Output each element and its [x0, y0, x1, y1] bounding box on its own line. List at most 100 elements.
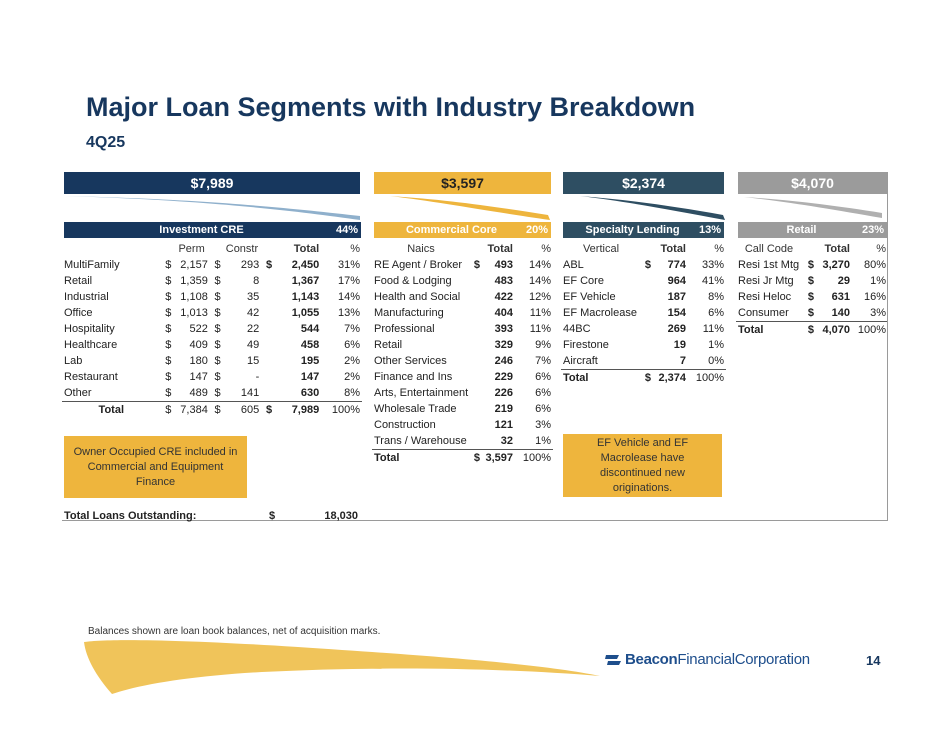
row-label: EF Vehicle	[563, 291, 616, 303]
table-row: Professional 393 11%	[372, 321, 553, 337]
dollar-sign: $	[165, 404, 172, 416]
table-row: Food & Lodging 483 14%	[372, 273, 553, 289]
header-cell: Total	[487, 243, 513, 255]
row-label: Professional	[374, 323, 435, 335]
row-label: Retail	[374, 339, 403, 351]
total-value: 774	[667, 259, 686, 271]
header-cell: Naics	[407, 243, 435, 255]
pct-value: 31%	[337, 259, 360, 271]
constr-value: 141	[222, 385, 262, 402]
table-row: Industrial $1,108 $35 1,143 14%	[62, 289, 362, 305]
footer-swoosh-shape	[84, 640, 600, 694]
pct-value: 14%	[337, 291, 360, 303]
dollar-sign: $	[802, 305, 816, 322]
pct-value: 8%	[321, 385, 362, 402]
pct-value: 1%	[870, 275, 886, 287]
retail-section-pct: 23%	[861, 224, 884, 236]
row-label: Resi 1st Mtg	[738, 259, 800, 271]
row-label: RE Agent / Broker	[374, 259, 463, 271]
spacer	[261, 273, 274, 289]
row-label: Lab	[64, 355, 83, 367]
specialty-section-name: Specialty Lending	[585, 224, 680, 236]
dollar-sign: $	[214, 275, 221, 287]
total-value: 404	[494, 307, 513, 319]
row-label: Consumer	[736, 305, 802, 322]
dollar-sign: $	[473, 259, 480, 271]
row-label: Total	[98, 404, 125, 416]
table-row: EF Core 964 41%	[561, 273, 726, 289]
retail-swoosh	[744, 197, 882, 218]
company-logo: Beacon FinancialCorporation	[605, 651, 810, 668]
header-cell: Total	[293, 243, 320, 255]
total-value: 19	[673, 339, 686, 351]
dollar-sign: $	[214, 259, 221, 271]
header-cell	[470, 241, 482, 257]
constr-value: 293	[240, 259, 260, 271]
perm-value: 409	[189, 339, 208, 351]
pct-value: 11%	[529, 307, 551, 319]
ef-vehicle-note: EF Vehicle and EF Macrolease have discon…	[563, 434, 722, 497]
total-value: 458	[300, 339, 320, 351]
header-cell: Vertical	[582, 243, 620, 255]
spacer	[641, 273, 653, 289]
dollar-sign: $	[209, 385, 223, 402]
table-row: Resi 1st Mtg $3,270 80%	[736, 257, 888, 273]
table-row: Restaurant $147 $ - 147 2%	[62, 369, 362, 385]
constr-value: 605	[240, 404, 260, 416]
total-value: 121	[494, 419, 513, 431]
table-total-row: Total $4,070 100%	[736, 322, 888, 339]
perm-value: 1,359	[180, 275, 208, 287]
row-label: Health and Social	[374, 291, 461, 303]
commercial-section-header: Commercial Core 20%	[374, 222, 551, 238]
owner-occupied-note: Owner Occupied CRE included in Commercia…	[64, 436, 247, 498]
row-label: Industrial	[64, 291, 109, 303]
perm-value: 7,384	[180, 404, 208, 416]
header-cell	[161, 241, 174, 257]
pct-value: 0%	[688, 353, 726, 370]
cre-section-header: Investment CRE 44%	[64, 222, 361, 238]
table-row: Arts, Entertainment 226 6%	[372, 385, 553, 401]
table-row: Hospitality $522 $22 544 7%	[62, 321, 362, 337]
table-row: Health and Social 422 12%	[372, 289, 553, 305]
row-label: Arts, Entertainment	[374, 387, 469, 399]
spacer	[470, 401, 482, 417]
table-total-row: Total $2,374 100%	[561, 370, 726, 387]
header-cell: Total	[824, 243, 850, 255]
pct-value: 6%	[535, 387, 551, 399]
total-value: 246	[494, 355, 513, 367]
decorative-swooshes	[64, 196, 882, 220]
total-value: 140	[816, 305, 852, 322]
total-value: 195	[300, 355, 320, 367]
spacer	[470, 385, 482, 401]
spacer	[470, 337, 482, 353]
table-row: Construction 121 3%	[372, 417, 553, 433]
row-label: Other	[62, 385, 161, 402]
header-cell	[641, 241, 653, 257]
pct-value: 6%	[535, 403, 551, 415]
table-row: Resi Jr Mtg $29 1%	[736, 273, 888, 289]
total-value: 147	[300, 371, 320, 383]
row-label: Restaurant	[64, 371, 118, 383]
dollar-sign: $	[473, 452, 480, 464]
pct-value: 3%	[535, 419, 551, 431]
pct-value: 11%	[702, 323, 724, 335]
retail-section-name: Retail	[786, 224, 817, 236]
table-row: Aircraft 7 0%	[561, 353, 726, 370]
dollar-sign: $	[214, 323, 221, 335]
constr-value: 8	[253, 275, 260, 287]
dollar-sign: $	[214, 404, 221, 416]
pct-value: 100%	[331, 404, 360, 416]
header-cell: Perm	[178, 243, 205, 255]
dollar-sign: $	[214, 291, 221, 303]
table-header-row: Call Code Total%	[736, 241, 888, 257]
header-cell: Total	[660, 243, 686, 255]
pct-value: 6%	[344, 339, 360, 351]
total-value: 393	[494, 323, 513, 335]
row-label: Retail	[64, 275, 93, 287]
total-value: 2,374	[658, 372, 686, 384]
pct-value: 8%	[708, 291, 724, 303]
spacer	[641, 337, 653, 353]
logo-text-financial: FinancialCorporation	[677, 651, 810, 668]
pct-value: 16%	[863, 291, 886, 303]
specialty-section-header: Specialty Lending 13%	[563, 222, 724, 238]
